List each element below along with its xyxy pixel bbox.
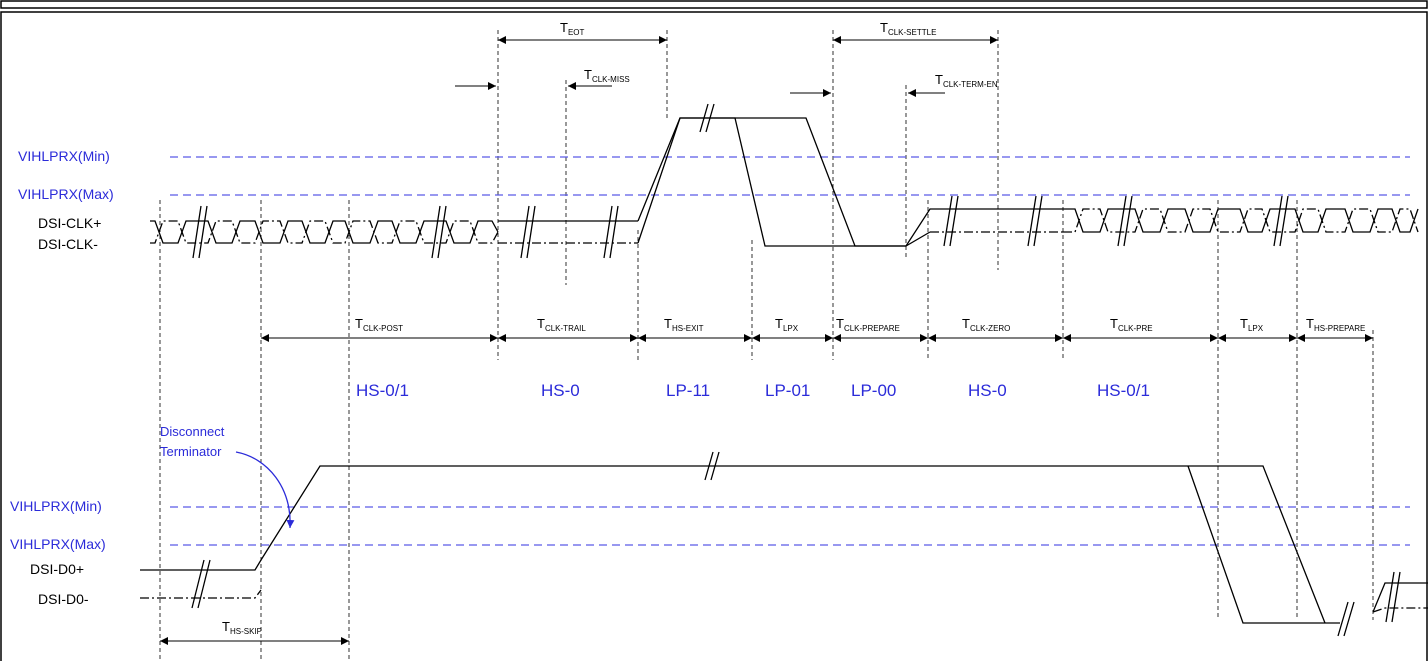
state-label: LP-01	[765, 381, 810, 400]
t-hs-skip-label: THS-SKIP	[222, 619, 262, 636]
clk-vih-max-label: VIHLPRX(Max)	[18, 186, 114, 202]
t-clk-pre-label: TCLK-PRE	[1110, 316, 1153, 333]
annotation-arrow	[235, 451, 295, 529]
t-clk-zero-label: TCLK-ZERO	[962, 316, 1010, 333]
top-dimensions	[455, 36, 998, 97]
state-label: HS-0	[541, 381, 580, 400]
t-clk-settle-label: TCLK-SETTLE	[880, 20, 936, 37]
t-clk-post-label: TCLK-POST	[355, 316, 403, 333]
state-label: HS-0	[968, 381, 1007, 400]
diagram-frame	[0, 0, 1428, 9]
state-label: HS-0/1	[1097, 381, 1150, 400]
state-label: HS-0/1	[356, 381, 409, 400]
mid-dimensions	[160, 334, 1373, 645]
data-vih-min-label: VIHLPRX(Min)	[10, 498, 102, 514]
diagram-border	[0, 11, 1428, 661]
terminator-label: Terminator	[160, 444, 222, 459]
clk-plus-label: DSI-CLK+	[38, 215, 101, 231]
t-clk-term-en-label: TCLK-TERM-EN	[935, 72, 998, 89]
t-lpx-label-2: TLPX	[1240, 316, 1264, 333]
data-vih-max-label: VIHLPRX(Max)	[10, 536, 106, 552]
d0-waveform	[140, 451, 1428, 637]
t-hs-exit-label: THS-EXIT	[664, 316, 704, 333]
vertical-guides	[159, 30, 1374, 661]
state-label: LP-11	[666, 381, 710, 400]
t-clk-miss-label: TCLK-MISS	[584, 67, 630, 84]
clk-waveform	[150, 103, 1419, 259]
reference-lines	[170, 156, 1410, 546]
d0-plus-label: DSI-D0+	[30, 561, 84, 577]
state-label: LP-00	[851, 381, 896, 400]
t-eot-label: TEOT	[560, 20, 585, 37]
t-lpx-label-1: TLPX	[775, 316, 799, 333]
clk-vih-min-label: VIHLPRX(Min)	[18, 148, 110, 164]
t-clk-prepare-label: TCLK-PREPARE	[836, 316, 900, 333]
disconnect-label: Disconnect	[160, 424, 225, 439]
clk-minus-label: DSI-CLK-	[38, 236, 98, 252]
d0-minus-label: DSI-D0-	[38, 591, 89, 607]
t-hs-prepare-label: THS-PREPARE	[1306, 316, 1365, 333]
t-clk-trail-label: TCLK-TRAIL	[537, 316, 586, 333]
